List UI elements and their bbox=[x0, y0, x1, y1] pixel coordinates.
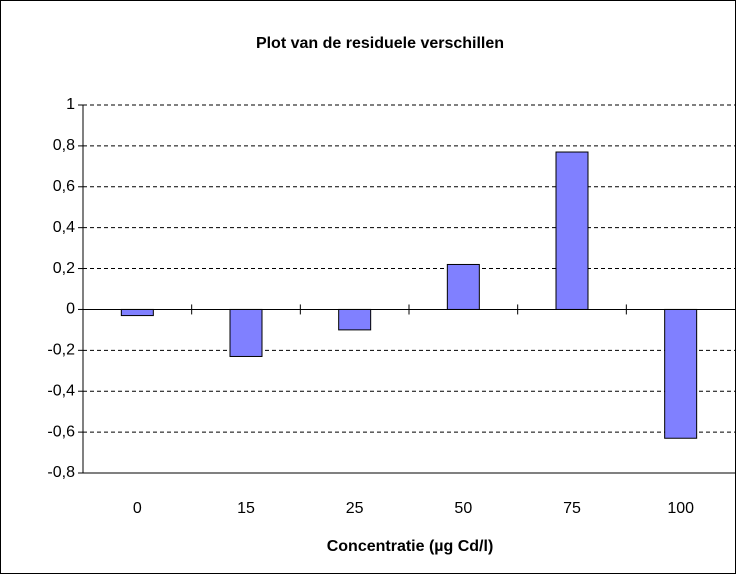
y-tick-label: 0 bbox=[66, 301, 75, 318]
y-tick-label: 0,4 bbox=[53, 219, 75, 236]
y-tick-label: -0,8 bbox=[47, 464, 75, 481]
x-tick-label: 50 bbox=[454, 500, 472, 517]
bar bbox=[446, 263, 480, 310]
x-axis-title: Concentratie (µg Cd/l) bbox=[327, 538, 494, 555]
bar bbox=[664, 308, 698, 439]
y-tick-label: -0,6 bbox=[47, 423, 75, 440]
bar bbox=[338, 308, 372, 331]
y-tick-label: -0,2 bbox=[47, 342, 75, 359]
chart-title: Plot van de residuele verschillen bbox=[256, 35, 504, 52]
x-tick-label: 0 bbox=[133, 500, 142, 517]
bar bbox=[555, 151, 589, 310]
x-tick-label: 15 bbox=[237, 500, 255, 517]
y-tick-label: 0,6 bbox=[53, 178, 75, 195]
y-tick-label: 0,8 bbox=[53, 137, 75, 154]
x-tick-label: 25 bbox=[346, 500, 364, 517]
bar bbox=[120, 308, 154, 317]
y-tick-label: 0,2 bbox=[53, 260, 75, 277]
x-tick-label: 75 bbox=[563, 500, 581, 517]
y-tick-label: -0,4 bbox=[47, 382, 75, 399]
y-tick-label: 1 bbox=[66, 96, 75, 113]
bar bbox=[229, 308, 263, 357]
x-tick-label: 100 bbox=[667, 500, 694, 517]
